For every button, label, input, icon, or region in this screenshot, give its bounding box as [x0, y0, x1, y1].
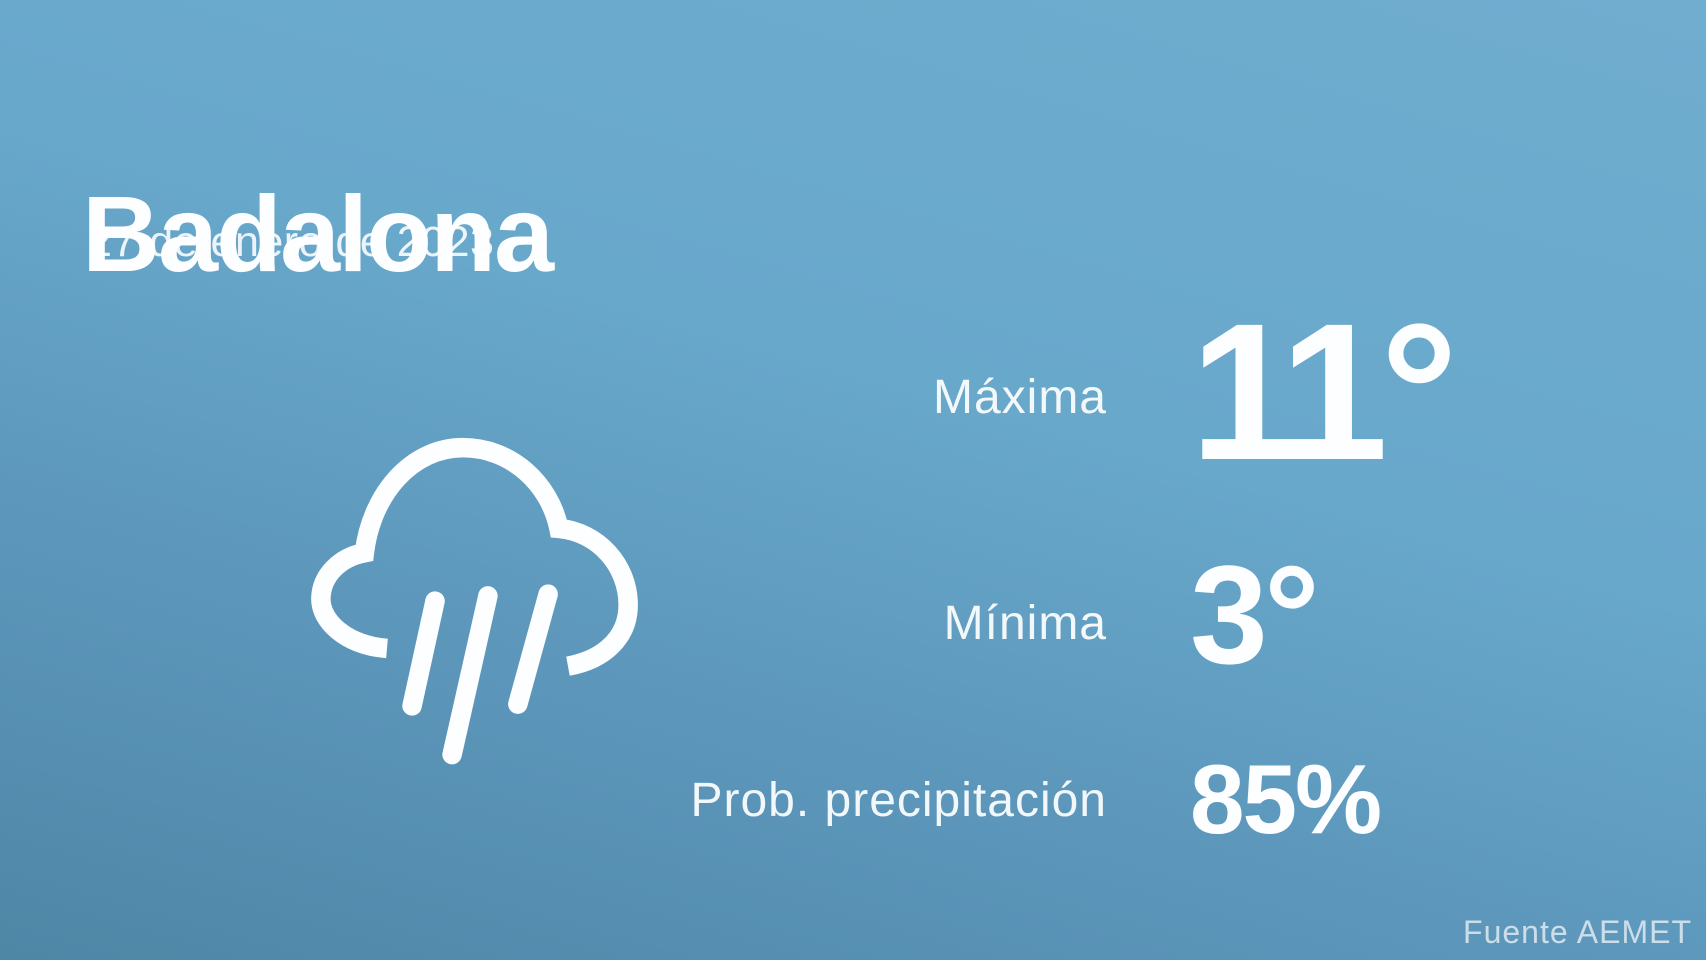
rain-streak	[508, 584, 558, 714]
value-minima: 3°	[1190, 536, 1320, 693]
rain-streak	[402, 591, 445, 716]
rain-streak	[442, 586, 498, 765]
label-minima: Mínima	[943, 597, 1107, 650]
rain-cloud-icon	[311, 437, 638, 765]
cloud-outline	[311, 437, 638, 676]
label-maxima: Máxima	[932, 371, 1107, 424]
source-credit: Fuente AEMET	[1463, 914, 1692, 950]
label-precipitation-probability: Prob. precipitación	[690, 774, 1107, 827]
page-title: Badalona	[82, 173, 554, 295]
value-maxima: 11°	[1190, 283, 1458, 501]
value-precipitation-probability: 85%	[1190, 744, 1382, 854]
date-subtitle: 27 de enero de 2023	[88, 218, 495, 266]
